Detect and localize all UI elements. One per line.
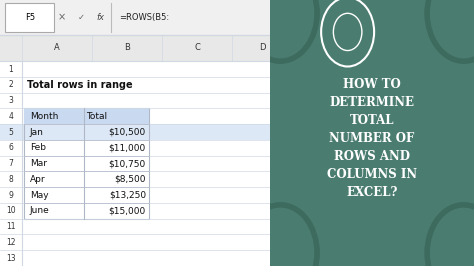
Text: 2: 2 xyxy=(9,80,13,89)
Text: $10,750: $10,750 xyxy=(109,159,146,168)
Text: C: C xyxy=(194,43,200,52)
Text: Total rows in range: Total rows in range xyxy=(27,80,133,90)
Text: 3: 3 xyxy=(9,96,13,105)
Text: 13: 13 xyxy=(6,253,16,263)
Text: Feb: Feb xyxy=(30,143,46,152)
Text: 5: 5 xyxy=(9,128,13,136)
Bar xyxy=(24,109,148,124)
Text: 9: 9 xyxy=(9,191,13,200)
Text: 4: 4 xyxy=(9,112,13,121)
Text: Total: Total xyxy=(86,112,108,121)
Bar xyxy=(0,35,270,61)
Text: $10,500: $10,500 xyxy=(109,128,146,136)
Text: Month: Month xyxy=(30,112,58,121)
Text: B: B xyxy=(124,43,130,52)
Bar xyxy=(5,3,54,32)
Text: $11,000: $11,000 xyxy=(109,143,146,152)
Text: $13,250: $13,250 xyxy=(109,191,146,200)
Text: Jan: Jan xyxy=(30,128,44,136)
Text: June: June xyxy=(30,206,49,215)
Text: D: D xyxy=(259,43,265,52)
Text: 12: 12 xyxy=(6,238,16,247)
Text: 6: 6 xyxy=(9,143,13,152)
Text: 8: 8 xyxy=(9,175,13,184)
Text: 1: 1 xyxy=(9,65,13,74)
Text: 11: 11 xyxy=(6,222,16,231)
Text: Apr: Apr xyxy=(30,175,46,184)
Bar xyxy=(0,124,270,140)
Text: HOW TO
DETERMINE
TOTAL
NUMBER OF
ROWS AND
COLUMNS IN
EXCEL?: HOW TO DETERMINE TOTAL NUMBER OF ROWS AN… xyxy=(327,78,417,199)
Text: 7: 7 xyxy=(9,159,13,168)
Text: $15,000: $15,000 xyxy=(109,206,146,215)
Text: $8,500: $8,500 xyxy=(114,175,146,184)
Text: May: May xyxy=(30,191,48,200)
Text: ×: × xyxy=(58,12,66,22)
Text: 10: 10 xyxy=(6,206,16,215)
Text: fx: fx xyxy=(96,13,104,22)
Text: Mar: Mar xyxy=(30,159,47,168)
Text: A: A xyxy=(54,43,60,52)
Text: ✓: ✓ xyxy=(78,13,84,22)
Bar xyxy=(24,109,148,219)
Text: F5: F5 xyxy=(25,13,35,22)
Text: =ROWS(B5:: =ROWS(B5: xyxy=(119,13,169,22)
Bar xyxy=(0,0,270,35)
